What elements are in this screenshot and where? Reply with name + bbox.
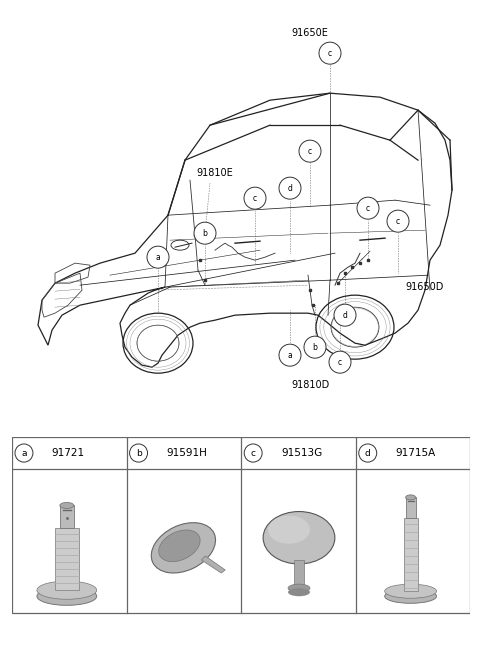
Circle shape [15, 444, 33, 462]
Ellipse shape [263, 512, 335, 564]
Circle shape [357, 197, 379, 219]
Text: 91715A: 91715A [396, 448, 436, 458]
Text: a: a [288, 351, 292, 359]
Text: 91721: 91721 [52, 448, 85, 458]
Text: d: d [365, 449, 371, 457]
Ellipse shape [268, 516, 310, 544]
Ellipse shape [406, 495, 416, 500]
Circle shape [147, 246, 169, 268]
Polygon shape [294, 560, 304, 588]
Ellipse shape [151, 523, 216, 573]
Circle shape [299, 140, 321, 162]
Text: 91591H: 91591H [167, 448, 207, 458]
Circle shape [319, 42, 341, 64]
Text: d: d [343, 311, 348, 320]
Circle shape [279, 177, 301, 199]
Ellipse shape [37, 587, 96, 605]
Circle shape [130, 444, 147, 462]
Circle shape [329, 351, 351, 373]
Circle shape [334, 304, 356, 326]
Text: a: a [156, 253, 160, 261]
Polygon shape [60, 505, 74, 528]
Text: c: c [253, 194, 257, 202]
Text: c: c [328, 49, 332, 58]
Text: c: c [308, 147, 312, 156]
Text: c: c [366, 204, 370, 213]
Text: 91513G: 91513G [281, 448, 322, 458]
Polygon shape [404, 518, 418, 591]
Text: a: a [21, 449, 27, 457]
Text: 91810D: 91810D [291, 380, 329, 390]
Polygon shape [201, 556, 225, 573]
Ellipse shape [60, 503, 74, 509]
Text: 91650E: 91650E [291, 28, 328, 38]
Text: b: b [312, 343, 317, 351]
Circle shape [244, 187, 266, 209]
Ellipse shape [288, 584, 310, 592]
Circle shape [304, 336, 326, 358]
Text: d: d [288, 184, 292, 193]
Text: 91650D: 91650D [405, 282, 444, 292]
Ellipse shape [384, 589, 436, 603]
Circle shape [387, 210, 409, 232]
Text: b: b [203, 229, 207, 238]
Polygon shape [55, 528, 79, 590]
Ellipse shape [288, 588, 310, 597]
Circle shape [279, 344, 301, 366]
Polygon shape [406, 497, 416, 518]
Circle shape [244, 444, 262, 462]
Text: b: b [136, 449, 142, 457]
Text: c: c [338, 357, 342, 367]
Circle shape [194, 222, 216, 244]
Circle shape [359, 444, 377, 462]
Ellipse shape [159, 530, 200, 562]
Ellipse shape [384, 584, 436, 599]
Text: c: c [396, 217, 400, 225]
Text: 91810E: 91810E [197, 168, 233, 178]
Ellipse shape [37, 581, 96, 599]
Text: c: c [251, 449, 256, 457]
